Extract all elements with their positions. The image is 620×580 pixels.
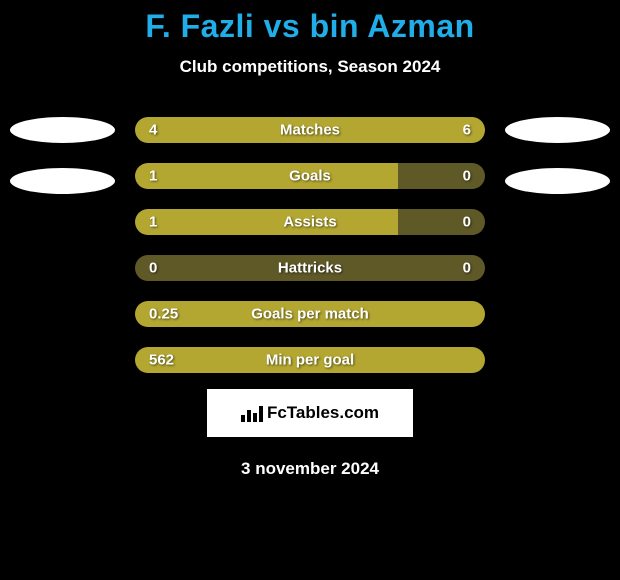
stat-value-right: 6 [463, 122, 471, 139]
date-text: 3 november 2024 [0, 459, 620, 479]
player-avatar [505, 117, 610, 143]
stat-label: Goals [289, 168, 331, 185]
bars-icon [241, 404, 263, 422]
stat-value-left: 1 [149, 168, 157, 185]
brand-text: FcTables.com [267, 403, 379, 423]
stat-value-left: 4 [149, 122, 157, 139]
page-title: F. Fazli vs bin Azman [0, 8, 620, 45]
left-avatar-column [10, 117, 115, 194]
stat-value-left: 0.25 [149, 306, 178, 323]
stat-label: Hattricks [278, 260, 342, 277]
chart-area: 4 6 Matches 1 0 Goals 1 0 Assists 0 0 Hattricks 0.25… [0, 117, 620, 373]
stat-bars: 4 6 Matches 1 0 Goals 1 0 Assists 0 0 Hattricks 0.25… [135, 117, 485, 373]
player-avatar [10, 168, 115, 194]
stat-row: 0 0 Hattricks [135, 255, 485, 281]
stat-value-left: 1 [149, 214, 157, 231]
stat-label: Assists [283, 214, 336, 231]
brand-box: FcTables.com [207, 389, 413, 437]
player-avatar [10, 117, 115, 143]
player-avatar [505, 168, 610, 194]
stat-value-right: 0 [463, 214, 471, 231]
stat-value-right: 0 [463, 168, 471, 185]
stat-label: Matches [280, 122, 340, 139]
comparison-infographic: F. Fazli vs bin Azman Club competitions,… [0, 0, 620, 479]
stat-value-right: 0 [463, 260, 471, 277]
stat-value-left: 0 [149, 260, 157, 277]
stat-row: 562 Min per goal [135, 347, 485, 373]
right-avatar-column [505, 117, 610, 194]
stat-label: Min per goal [266, 352, 354, 369]
stat-label: Goals per match [251, 306, 369, 323]
stat-row: 4 6 Matches [135, 117, 485, 143]
stat-value-left: 562 [149, 352, 174, 369]
stat-row: 0.25 Goals per match [135, 301, 485, 327]
stat-row: 1 0 Assists [135, 209, 485, 235]
page-subtitle: Club competitions, Season 2024 [0, 57, 620, 77]
stat-row: 1 0 Goals [135, 163, 485, 189]
